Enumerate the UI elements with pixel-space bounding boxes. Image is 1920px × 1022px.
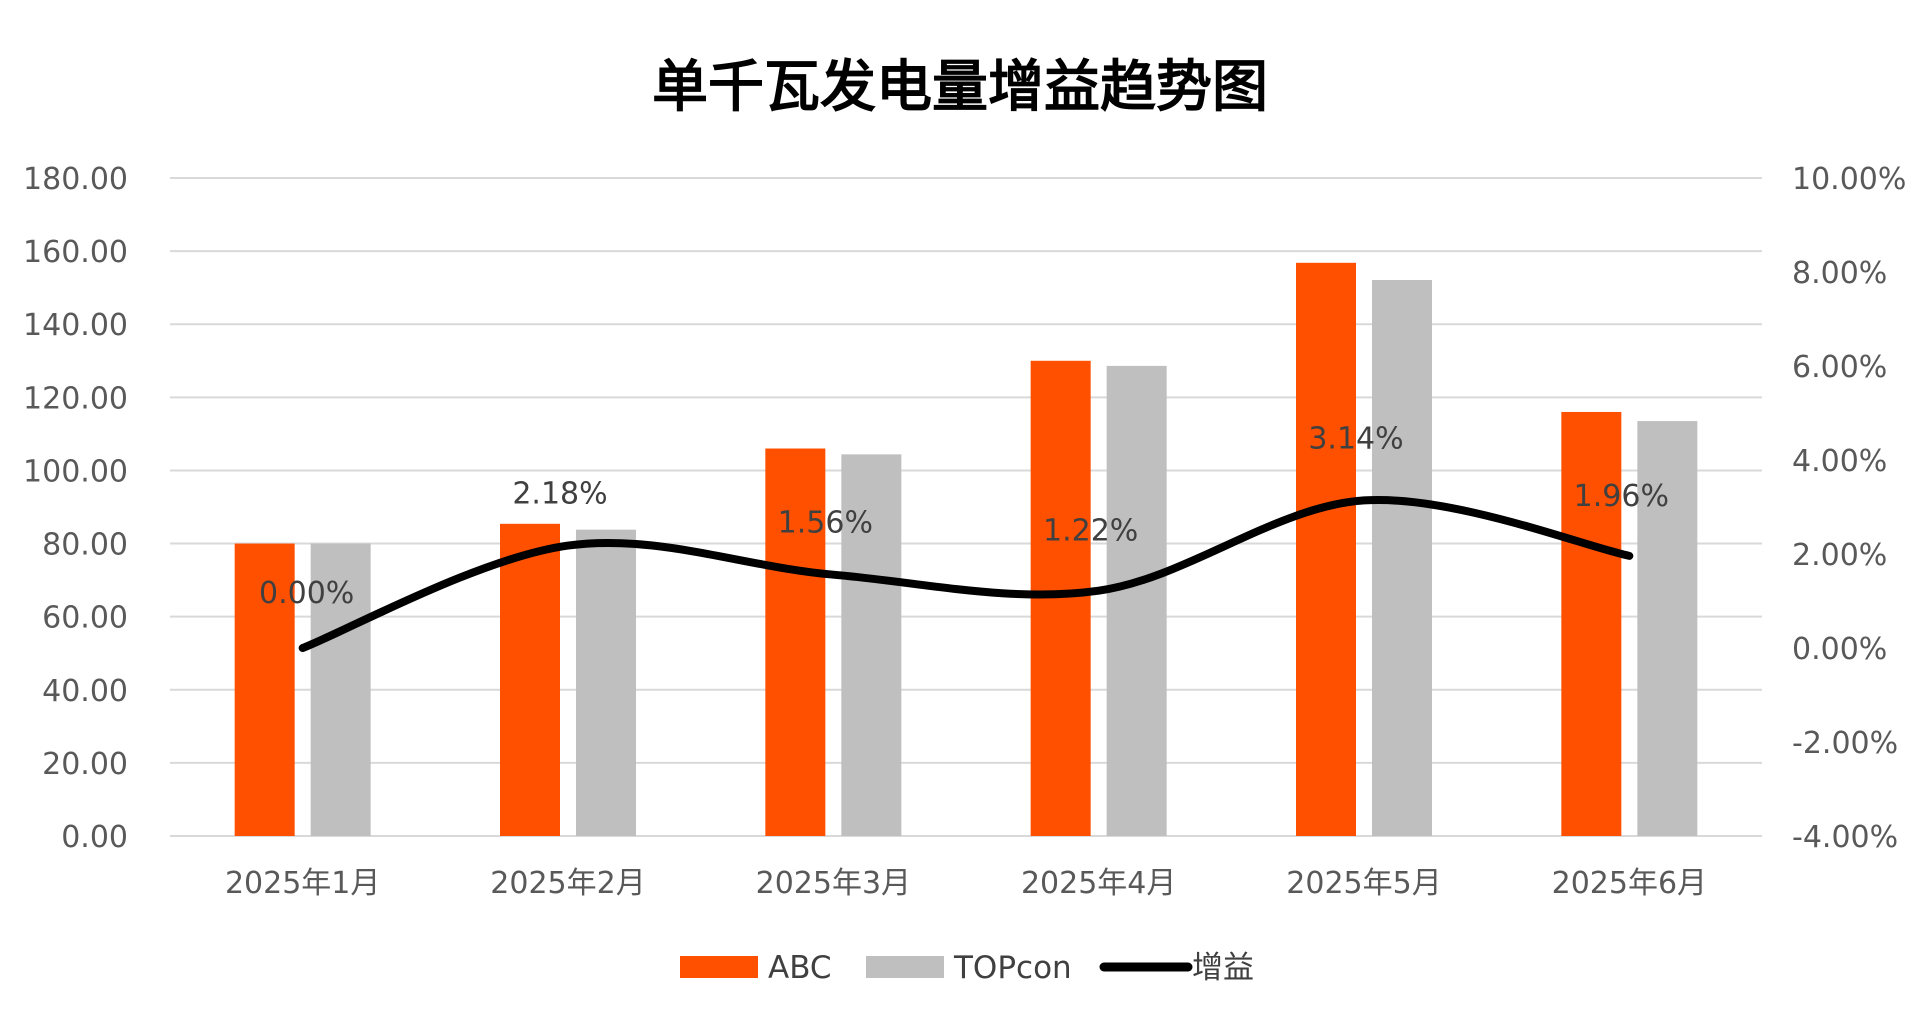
gain-data-label: 2.18% bbox=[512, 477, 607, 512]
category-label: 2025年3月 bbox=[756, 866, 911, 901]
left-tick-label: 80.00 bbox=[42, 528, 128, 563]
left-tick-label: 0.00 bbox=[61, 820, 128, 855]
bar-abc-6 bbox=[1561, 411, 1622, 836]
category-label: 2025年6月 bbox=[1552, 866, 1707, 901]
category-label: 2025年1月 bbox=[225, 866, 380, 901]
legend-swatch-topcon bbox=[866, 956, 944, 978]
bar-abc-2 bbox=[500, 523, 560, 836]
left-tick-label: 180.00 bbox=[23, 162, 128, 197]
left-tick-label: 140.00 bbox=[23, 308, 128, 343]
data-labels: 0.00% 2.18% 1.56% 1.22% 3.14% 1.96% bbox=[259, 421, 1669, 611]
legend-label-topcon: TOPcon bbox=[953, 950, 1072, 986]
category-label: 2025年5月 bbox=[1286, 866, 1441, 901]
left-y-axis: 0.00 20.00 40.00 60.00 80.00 100.00 120.00 140.… bbox=[23, 162, 128, 855]
bar-topcon-5 bbox=[1372, 279, 1432, 836]
gain-line bbox=[298, 495, 1634, 652]
bar-topcon-6 bbox=[1637, 421, 1698, 836]
right-tick-label: 8.00% bbox=[1792, 256, 1887, 291]
bar-abc-5 bbox=[1296, 262, 1356, 836]
gain-data-label: 1.22% bbox=[1043, 514, 1138, 549]
gain-data-label: 1.56% bbox=[778, 506, 873, 541]
left-tick-label: 40.00 bbox=[42, 674, 128, 709]
left-tick-label: 20.00 bbox=[42, 747, 128, 782]
bar-abc-3 bbox=[765, 448, 826, 836]
left-tick-label: 160.00 bbox=[23, 235, 128, 270]
left-tick-label: 100.00 bbox=[23, 454, 128, 489]
bar-series bbox=[234, 262, 1698, 836]
gain-data-label: 0.00% bbox=[259, 576, 354, 611]
bar-abc-1 bbox=[234, 543, 295, 836]
category-label: 2025年2月 bbox=[490, 866, 645, 901]
right-y-axis: -4.00% -2.00% 0.00% 2.00% 4.00% 6.00% 8.00% 10.… bbox=[1792, 162, 1906, 855]
gain-data-label: 1.96% bbox=[1574, 479, 1669, 514]
legend-label-gain: 增益 bbox=[1192, 950, 1254, 986]
gain-data-label: 3.14% bbox=[1308, 421, 1403, 456]
bar-topcon-1 bbox=[310, 543, 371, 836]
bar-topcon-4 bbox=[1106, 365, 1167, 836]
legend-label-abc: ABC bbox=[768, 950, 832, 986]
legend: ABC TOPcon 增益 bbox=[680, 950, 1254, 986]
gridlines bbox=[170, 177, 1762, 837]
bar-topcon-2 bbox=[576, 529, 636, 836]
line-series bbox=[298, 495, 1634, 652]
category-label: 2025年4月 bbox=[1021, 866, 1176, 901]
right-tick-label: -4.00% bbox=[1792, 820, 1898, 855]
right-tick-label: 6.00% bbox=[1792, 350, 1887, 385]
right-tick-label: 2.00% bbox=[1792, 538, 1887, 573]
right-tick-label: 10.00% bbox=[1792, 162, 1906, 197]
right-tick-label: 4.00% bbox=[1792, 444, 1887, 479]
right-tick-label: 0.00% bbox=[1792, 632, 1887, 667]
chart-title: 单千瓦发电量增益趋势图 bbox=[652, 55, 1268, 120]
left-tick-label: 120.00 bbox=[23, 381, 128, 416]
category-axis: 2025年1月 2025年2月 2025年3月 2025年4月 2025年5月 2025年… bbox=[225, 866, 1707, 901]
right-tick-label: -2.00% bbox=[1792, 726, 1898, 761]
left-tick-label: 60.00 bbox=[42, 601, 128, 636]
bar-topcon-3 bbox=[841, 454, 902, 836]
legend-swatch-abc bbox=[680, 956, 758, 978]
